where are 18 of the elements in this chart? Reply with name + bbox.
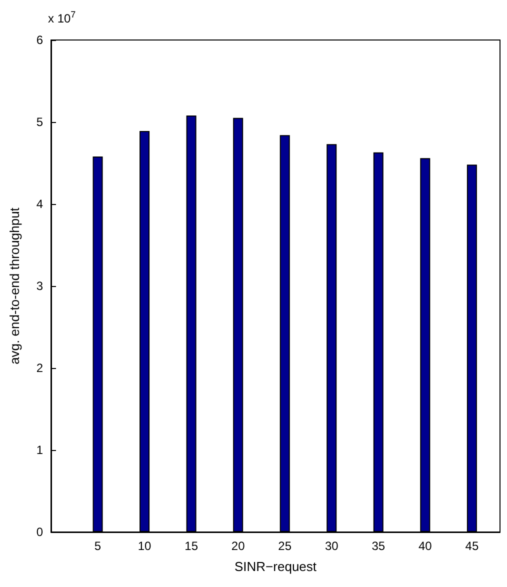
x-tick-label: 15 bbox=[184, 539, 198, 553]
x-tick-label: 30 bbox=[324, 539, 339, 553]
x-tick-label: 10 bbox=[138, 539, 152, 553]
y-tick-label: 3 bbox=[36, 279, 44, 293]
x-tick-label: 5 bbox=[94, 539, 102, 553]
y-tick-label: 4 bbox=[36, 197, 44, 211]
y-tick-label: 2 bbox=[36, 361, 44, 375]
y-tick-label: 5 bbox=[36, 115, 44, 129]
y-tick-label: 6 bbox=[36, 33, 44, 47]
x-tick-label: 45 bbox=[465, 539, 479, 553]
x-tick-label: 20 bbox=[231, 539, 246, 553]
x-tick-label: 40 bbox=[418, 539, 432, 553]
x-tick-label: 25 bbox=[278, 539, 292, 553]
y-tick-label: 1 bbox=[36, 443, 44, 457]
x-axis-title: SINR−request bbox=[234, 559, 317, 574]
y-tick-label: 0 bbox=[36, 525, 44, 539]
y-axis-title: avg. end-to-end throughput bbox=[7, 207, 22, 364]
x-tick-label: 35 bbox=[372, 539, 386, 553]
